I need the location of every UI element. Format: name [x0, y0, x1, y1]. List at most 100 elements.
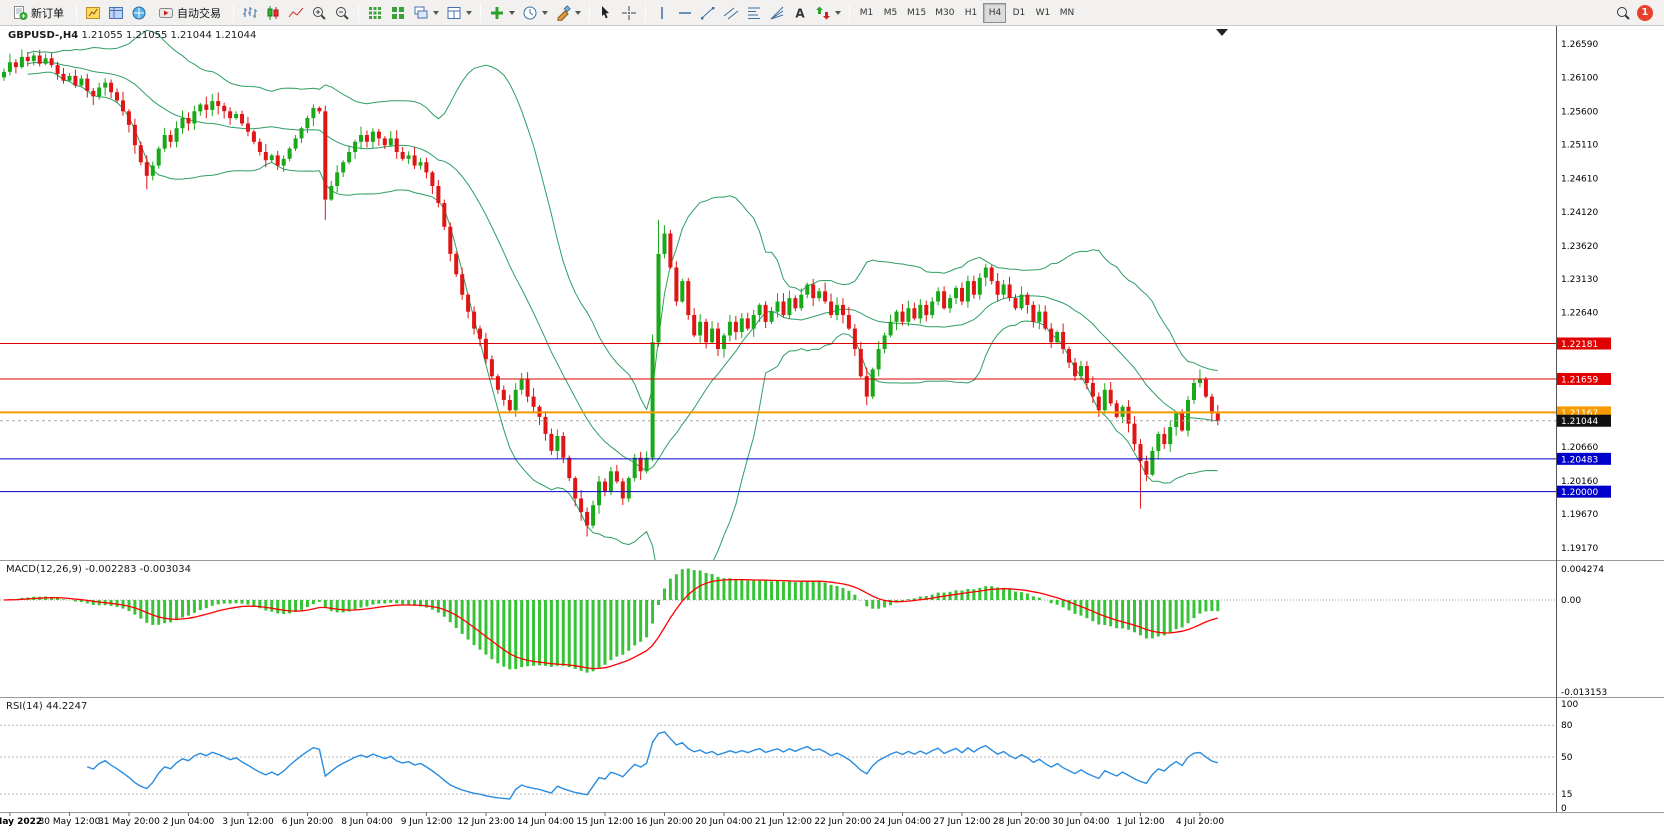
cascade-windows-button[interactable] — [410, 2, 442, 24]
candle-body — [763, 304, 768, 322]
candle-body — [132, 124, 137, 146]
timeframe-button-h4[interactable]: H4 — [983, 2, 1007, 23]
candle-body — [287, 148, 292, 159]
candle-body — [549, 433, 554, 451]
candle-body — [727, 321, 732, 336]
candle-body — [888, 321, 893, 336]
candle-body — [1180, 413, 1185, 431]
clock-icon — [523, 6, 537, 19]
tile-windows-button[interactable] — [387, 2, 409, 24]
line-chart-button[interactable] — [285, 2, 307, 24]
candle-body — [240, 114, 244, 124]
notification-badge[interactable]: 1 — [1637, 4, 1653, 21]
candle-body — [460, 274, 465, 295]
price-axis-label: 1.24120 — [1561, 208, 1598, 218]
candle-body — [25, 56, 30, 61]
timeframe-button-m15[interactable]: M15 — [903, 3, 930, 23]
candle-body — [632, 457, 637, 479]
text-tool-button[interactable]: A — [789, 2, 811, 24]
timeframe-button-m5[interactable]: M5 — [879, 3, 902, 23]
crosshair-button[interactable] — [618, 2, 640, 24]
timeframe-button-d1[interactable]: D1 — [1007, 3, 1030, 23]
candle-body — [198, 104, 203, 112]
indicators-list-button[interactable] — [364, 2, 386, 24]
time-axis-label: 3 Jun 12:00 — [222, 817, 274, 827]
search-button[interactable] — [1612, 2, 1634, 24]
navigator-button[interactable] — [128, 2, 150, 24]
candle-body — [1007, 284, 1012, 299]
candle-body — [781, 301, 786, 316]
price-tag-1.22181[interactable] — [1557, 337, 1611, 350]
candle-body — [85, 78, 90, 91]
candle-body — [1102, 389, 1107, 411]
time-axis-label: 20 Jun 04:00 — [695, 817, 752, 827]
candlestick-chart-button[interactable] — [262, 2, 284, 24]
candle-body — [162, 135, 167, 149]
horizontal-line-button[interactable] — [674, 2, 696, 24]
new-order-button[interactable]: 新订单 — [5, 2, 71, 24]
candle-body — [1019, 294, 1024, 309]
time-axis-label: 16 Jun 20:00 — [636, 817, 693, 827]
fibo-fan-button[interactable] — [766, 2, 788, 24]
rsi-panel[interactable] — [0, 724, 1556, 800]
arrange-windows-button[interactable] — [443, 2, 475, 24]
timeframe-button-w1[interactable]: W1 — [1031, 3, 1054, 23]
candle-body — [501, 389, 506, 400]
candle-body — [608, 471, 613, 492]
cursor-button[interactable] — [595, 2, 617, 24]
add-indicator-button[interactable] — [486, 2, 518, 24]
chart-shift-marker[interactable] — [1216, 29, 1228, 36]
bar-chart-icon — [243, 6, 257, 18]
candle-body — [924, 304, 929, 316]
arrows-tool-button[interactable] — [812, 2, 844, 24]
candle-body — [13, 62, 18, 68]
candle-body — [1126, 406, 1131, 424]
candle-body — [864, 376, 869, 397]
periods-button[interactable] — [519, 2, 551, 24]
channel-button[interactable] — [720, 2, 742, 24]
price-axis[interactable]: 1.26590 1.26100 1.25600 1.25110 1.24610 1.241… — [1557, 40, 1611, 814]
candle-body — [852, 328, 857, 349]
price-tag-1.21659[interactable] — [1557, 372, 1611, 385]
candle-body — [555, 436, 560, 451]
candle-body — [234, 114, 239, 119]
templates-button[interactable] — [552, 2, 584, 24]
price-tag-1.20483[interactable] — [1557, 452, 1611, 465]
candle-body — [1132, 423, 1137, 445]
candle-body — [1049, 328, 1054, 343]
candle-body — [811, 284, 816, 299]
candle-body — [347, 152, 352, 163]
candle-body — [156, 148, 161, 166]
zoom-out-button[interactable] — [331, 2, 353, 24]
timeframe-button-m30[interactable]: M30 — [931, 3, 958, 23]
trendline-icon — [701, 6, 715, 19]
fibonacci-button[interactable] — [743, 2, 765, 24]
timeframe-button-m1[interactable]: M1 — [855, 3, 878, 23]
candle-body — [585, 512, 590, 526]
charts-window-button[interactable] — [82, 2, 104, 24]
candle-body — [376, 131, 381, 139]
bollinger-lower-band — [27, 71, 1218, 560]
candle-body — [805, 284, 810, 295]
candle-body — [263, 152, 268, 161]
price-tag-1.20000[interactable] — [1557, 485, 1611, 498]
timeframe-button-h1[interactable]: H1 — [959, 3, 982, 23]
timeframe-button-mn[interactable]: MN — [1055, 3, 1078, 23]
candle-body — [1203, 379, 1208, 397]
zoom-in-button[interactable] — [308, 2, 330, 24]
main-chart-panel[interactable] — [0, 29, 1556, 620]
candle-body — [138, 145, 143, 163]
bar-chart-button[interactable] — [239, 2, 261, 24]
vertical-line-button[interactable] — [651, 2, 673, 24]
candle-body — [466, 294, 471, 312]
toolbar: 新订单 自动交易 — [0, 0, 1664, 26]
autotrading-button[interactable]: 自动交易 — [151, 2, 228, 24]
macd-panel[interactable] — [0, 568, 1556, 673]
candle-body — [769, 311, 774, 322]
candle-body — [507, 400, 512, 411]
candle-body — [442, 203, 447, 227]
data-window-button[interactable] — [105, 2, 127, 24]
trendline-button[interactable] — [697, 2, 719, 24]
